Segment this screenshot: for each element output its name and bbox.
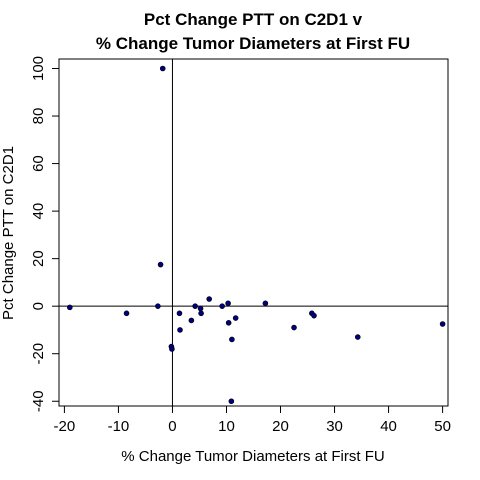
- x-tick-label: -10: [108, 418, 130, 435]
- data-point: [206, 296, 212, 302]
- x-tick-label: -20: [54, 418, 76, 435]
- y-axis: -40 -20 0 20 40 60 80 100: [30, 56, 59, 412]
- x-tick-label: 30: [326, 418, 343, 435]
- data-point: [311, 312, 317, 319]
- data-point: [198, 310, 204, 317]
- data-point: [188, 317, 195, 324]
- x-axis: -20 -10 0 10 20 30 40 50: [54, 406, 451, 435]
- data-point: [197, 305, 204, 312]
- y-tick-label: 100: [30, 56, 47, 81]
- y-tick-label: -20: [30, 343, 47, 365]
- data-point: [159, 65, 166, 72]
- data-point: [155, 303, 161, 309]
- data-point: [177, 327, 183, 333]
- x-tick-label: 40: [380, 418, 397, 435]
- data-point: [291, 324, 297, 331]
- data-point: [67, 304, 73, 311]
- data-point: [169, 346, 175, 352]
- data-point: [228, 398, 235, 405]
- data-point: [232, 315, 239, 321]
- data-point: [219, 303, 225, 309]
- data-point: [229, 336, 235, 343]
- data-point: [262, 300, 269, 307]
- plot-frame: [58, 58, 449, 407]
- data-point: [439, 321, 446, 327]
- chart-subtitle: % Change Tumor Diameters at First FU: [96, 34, 410, 53]
- x-tick-label: 10: [218, 418, 235, 435]
- x-tick-label: 50: [434, 418, 451, 435]
- data-point: [176, 310, 183, 317]
- chart-title: Pct Change PTT on C2D1 v: [144, 10, 363, 29]
- x-axis-label: % Change Tumor Diameters at First FU: [121, 448, 384, 465]
- data-point: [157, 261, 164, 268]
- data-point: [354, 334, 361, 340]
- data-point: [192, 303, 198, 309]
- y-tick-label: 80: [30, 108, 47, 125]
- y-tick-label: 20: [30, 250, 47, 267]
- data-point: [123, 310, 130, 317]
- y-tick-label: -40: [30, 390, 47, 412]
- y-tick-label: 60: [30, 155, 47, 172]
- y-tick-label: 40: [30, 203, 47, 220]
- y-tick-label: 0: [30, 302, 47, 310]
- data-points: [67, 65, 446, 405]
- x-tick-label: 0: [168, 418, 176, 435]
- x-tick-label: 20: [272, 418, 289, 435]
- y-axis-label: Pct Change PTT on C2D1: [0, 146, 17, 320]
- data-point: [225, 300, 231, 307]
- data-point: [225, 320, 232, 326]
